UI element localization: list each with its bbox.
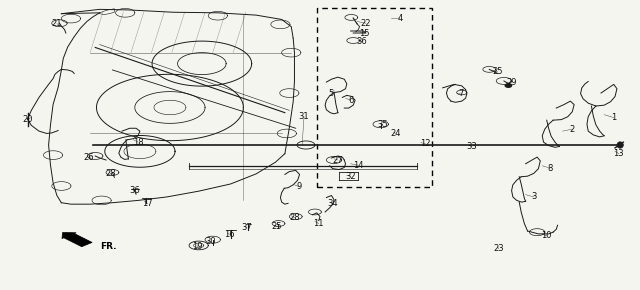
Text: 37: 37	[241, 223, 252, 232]
Text: 25: 25	[271, 222, 282, 231]
Text: 21: 21	[52, 19, 62, 28]
Text: 31: 31	[299, 112, 309, 121]
Text: 27: 27	[333, 155, 343, 164]
Text: 25: 25	[492, 67, 503, 76]
Text: 16: 16	[224, 230, 235, 239]
Text: 28: 28	[105, 169, 116, 178]
Text: 28: 28	[289, 213, 300, 222]
Text: 23: 23	[493, 244, 504, 253]
Text: 3: 3	[531, 193, 536, 202]
Text: 36: 36	[129, 186, 140, 195]
Text: 1: 1	[611, 113, 616, 122]
Text: 6: 6	[348, 96, 353, 105]
Text: 7: 7	[458, 88, 463, 97]
Text: 24: 24	[390, 129, 401, 138]
Text: 11: 11	[314, 219, 324, 228]
Text: FR.: FR.	[100, 242, 116, 251]
Bar	[317, 8, 432, 187]
Text: 32: 32	[346, 172, 356, 181]
Text: 18: 18	[132, 138, 143, 147]
Ellipse shape	[505, 84, 511, 87]
Text: 17: 17	[142, 199, 153, 208]
Text: 22: 22	[361, 19, 371, 28]
Text: 15: 15	[360, 28, 370, 37]
Text: 8: 8	[547, 164, 552, 173]
FancyArrow shape	[62, 233, 92, 247]
Text: 35: 35	[377, 120, 388, 129]
Text: 26: 26	[83, 153, 94, 162]
Text: 9: 9	[297, 182, 302, 191]
Text: 12: 12	[420, 139, 431, 148]
Text: 5: 5	[329, 88, 334, 97]
Ellipse shape	[617, 142, 623, 148]
Text: 30: 30	[205, 237, 216, 246]
Text: 29: 29	[506, 79, 517, 88]
Text: 13: 13	[614, 149, 624, 158]
Text: 34: 34	[328, 199, 338, 208]
Text: 4: 4	[397, 14, 403, 23]
Text: 20: 20	[22, 115, 33, 124]
Text: 33: 33	[467, 142, 477, 151]
Text: 2: 2	[570, 125, 575, 134]
Text: 36: 36	[356, 37, 367, 46]
Text: 14: 14	[353, 161, 364, 170]
Text: 10: 10	[541, 231, 552, 240]
Text: 19: 19	[192, 242, 203, 251]
